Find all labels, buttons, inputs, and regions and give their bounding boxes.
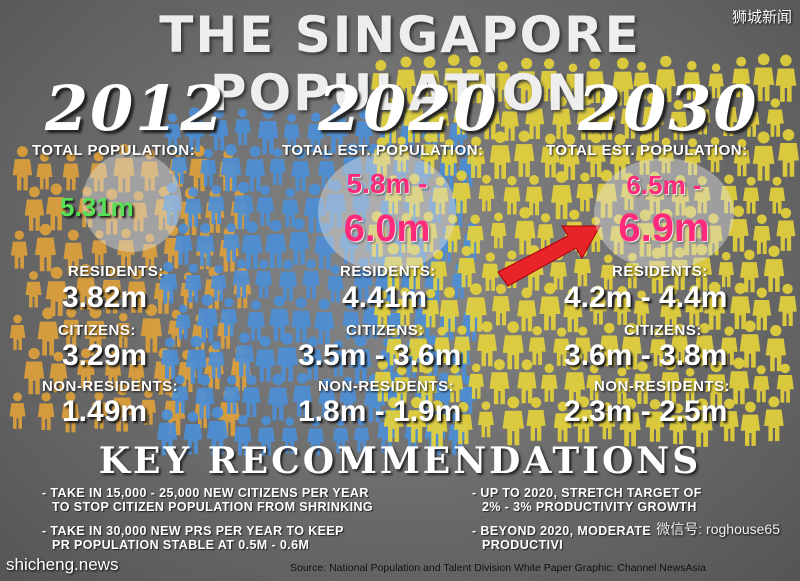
person-icon — [9, 314, 26, 350]
total-label-2012: Total Population: — [32, 142, 196, 159]
site-watermark: shicheng.news — [6, 555, 119, 574]
residents-value-2020: 4.41m — [342, 281, 428, 314]
person-icon — [291, 297, 312, 343]
nonres-value-2030: 2.3m - 2.5m — [564, 395, 728, 428]
person-icon — [9, 392, 26, 429]
residents-label-2030: Residents: — [612, 263, 708, 280]
nonres-label-2012: Non-Residents: — [42, 378, 179, 395]
person-icon — [540, 363, 558, 402]
page-title: THE SINGAPORE POPULATION — [159, 6, 641, 122]
recommendation-2-line1: - Take in 30,000 new PRs per year to kee… — [42, 524, 344, 538]
person-icon — [502, 396, 525, 446]
person-icon — [502, 321, 524, 370]
person-icon — [776, 207, 796, 251]
recommendation-3-line2: 2% - 3% productivity growth — [482, 500, 697, 514]
total-bubble-2030 — [594, 158, 734, 270]
person-icon — [576, 172, 594, 212]
person-icon — [763, 245, 785, 292]
source-credit: Source: National Population and Talent D… — [290, 562, 706, 574]
person-icon — [256, 185, 275, 226]
person-icon — [24, 186, 45, 231]
person-icon — [490, 212, 507, 249]
person-icon — [37, 392, 55, 430]
recommendation-3-line1: - Up to 2020, stretch target of — [472, 486, 702, 500]
residents-label-2020: Residents: — [340, 263, 436, 280]
total-value-2020-line1: 5.8m - — [346, 168, 428, 199]
person-icon — [503, 175, 521, 215]
person-icon — [526, 397, 546, 441]
person-icon — [477, 401, 494, 438]
citizens-label-2030: Citizens: — [624, 322, 702, 339]
growth-arrow-icon — [497, 225, 601, 287]
person-icon — [12, 146, 33, 191]
recommendation-1-line1: - Take in 15,000 - 25,000 new citizens p… — [42, 486, 369, 500]
person-icon — [517, 287, 537, 332]
person-icon — [302, 259, 320, 299]
year-2020: 2020 — [318, 72, 499, 145]
recommendation-4: - Beyond 2020, moderate productivi — [472, 524, 651, 552]
total-label-2020: Total Est. Population: — [282, 142, 484, 159]
total-value-2012: 5.31m — [60, 192, 134, 222]
person-icon — [778, 129, 799, 177]
recommendation-3: - Up to 2020, stretch target of 2% - 3% … — [472, 486, 702, 514]
nonres-label-2020: Non-Residents: — [318, 378, 455, 395]
person-icon — [753, 214, 771, 255]
recommendation-4-line1: - Beyond 2020, moderate — [472, 524, 652, 538]
person-icon — [10, 230, 28, 269]
person-icon — [37, 307, 59, 356]
citizens-label-2012: Citizens: — [58, 322, 136, 339]
person-icon — [528, 325, 546, 365]
nonres-label-2030: Non-Residents: — [594, 378, 731, 395]
recommendations-heading: KEY RECOMMENDATIONS — [98, 440, 702, 482]
person-icon — [752, 287, 772, 331]
total-label-2030: Total Est. Population: — [546, 142, 748, 159]
nonres-value-2012: 1.49m — [62, 395, 148, 428]
recommendation-2: - Take in 30,000 new PRs per year to kee… — [42, 524, 344, 552]
recommendation-2-line2: PR population stable at 0.5m - 0.6m — [52, 538, 310, 552]
corner-watermark: 狮城新闻 — [731, 8, 792, 26]
person-icon — [35, 223, 56, 272]
recommendation-1: - Take in 15,000 - 25,000 new citizens p… — [42, 486, 373, 514]
person-icon — [764, 396, 784, 442]
year-2030: 2030 — [578, 72, 759, 145]
wechat-watermark: 微信号: roghouse65 — [656, 521, 780, 537]
citizens-value-2030: 3.6m - 3.8m — [564, 339, 728, 372]
residents-value-2012: 3.82m — [62, 281, 148, 314]
recommendation-1-line2: to stop citizen population from shrinkin… — [52, 500, 374, 514]
person-icon — [743, 176, 760, 214]
person-icon — [265, 219, 287, 269]
person-icon — [25, 271, 42, 308]
recommendation-4-line2: productivi — [482, 538, 564, 552]
person-icon — [278, 259, 298, 301]
person-icon — [778, 283, 797, 326]
person-icon — [551, 171, 573, 220]
residents-label-2012: Residents: — [68, 263, 164, 280]
citizens-value-2012: 3.29m — [62, 339, 148, 372]
person-icon — [753, 365, 770, 403]
person-icon — [314, 298, 335, 345]
citizens-value-2020: 3.5m - 3.6m — [298, 339, 462, 372]
citizens-label-2020: Citizens: — [346, 322, 424, 339]
person-icon — [478, 174, 495, 212]
person-icon — [517, 359, 537, 404]
nonres-value-2020: 1.8m - 1.9m — [298, 395, 462, 428]
total-value-2030-line2: 6.9m — [618, 206, 710, 250]
person-icon — [768, 176, 786, 214]
year-2012: 2012 — [45, 72, 226, 145]
total-bubble-2020 — [318, 152, 456, 272]
person-icon — [247, 300, 265, 341]
person-icon — [255, 335, 276, 382]
residents-value-2030: 4.2m - 4.4m — [564, 281, 728, 314]
total-value-2030-line1: 6.5m - — [626, 170, 702, 200]
total-value-2020-line2: 6.0m — [343, 208, 431, 250]
person-icon — [481, 252, 499, 291]
total-bubble-2012 — [82, 152, 182, 252]
